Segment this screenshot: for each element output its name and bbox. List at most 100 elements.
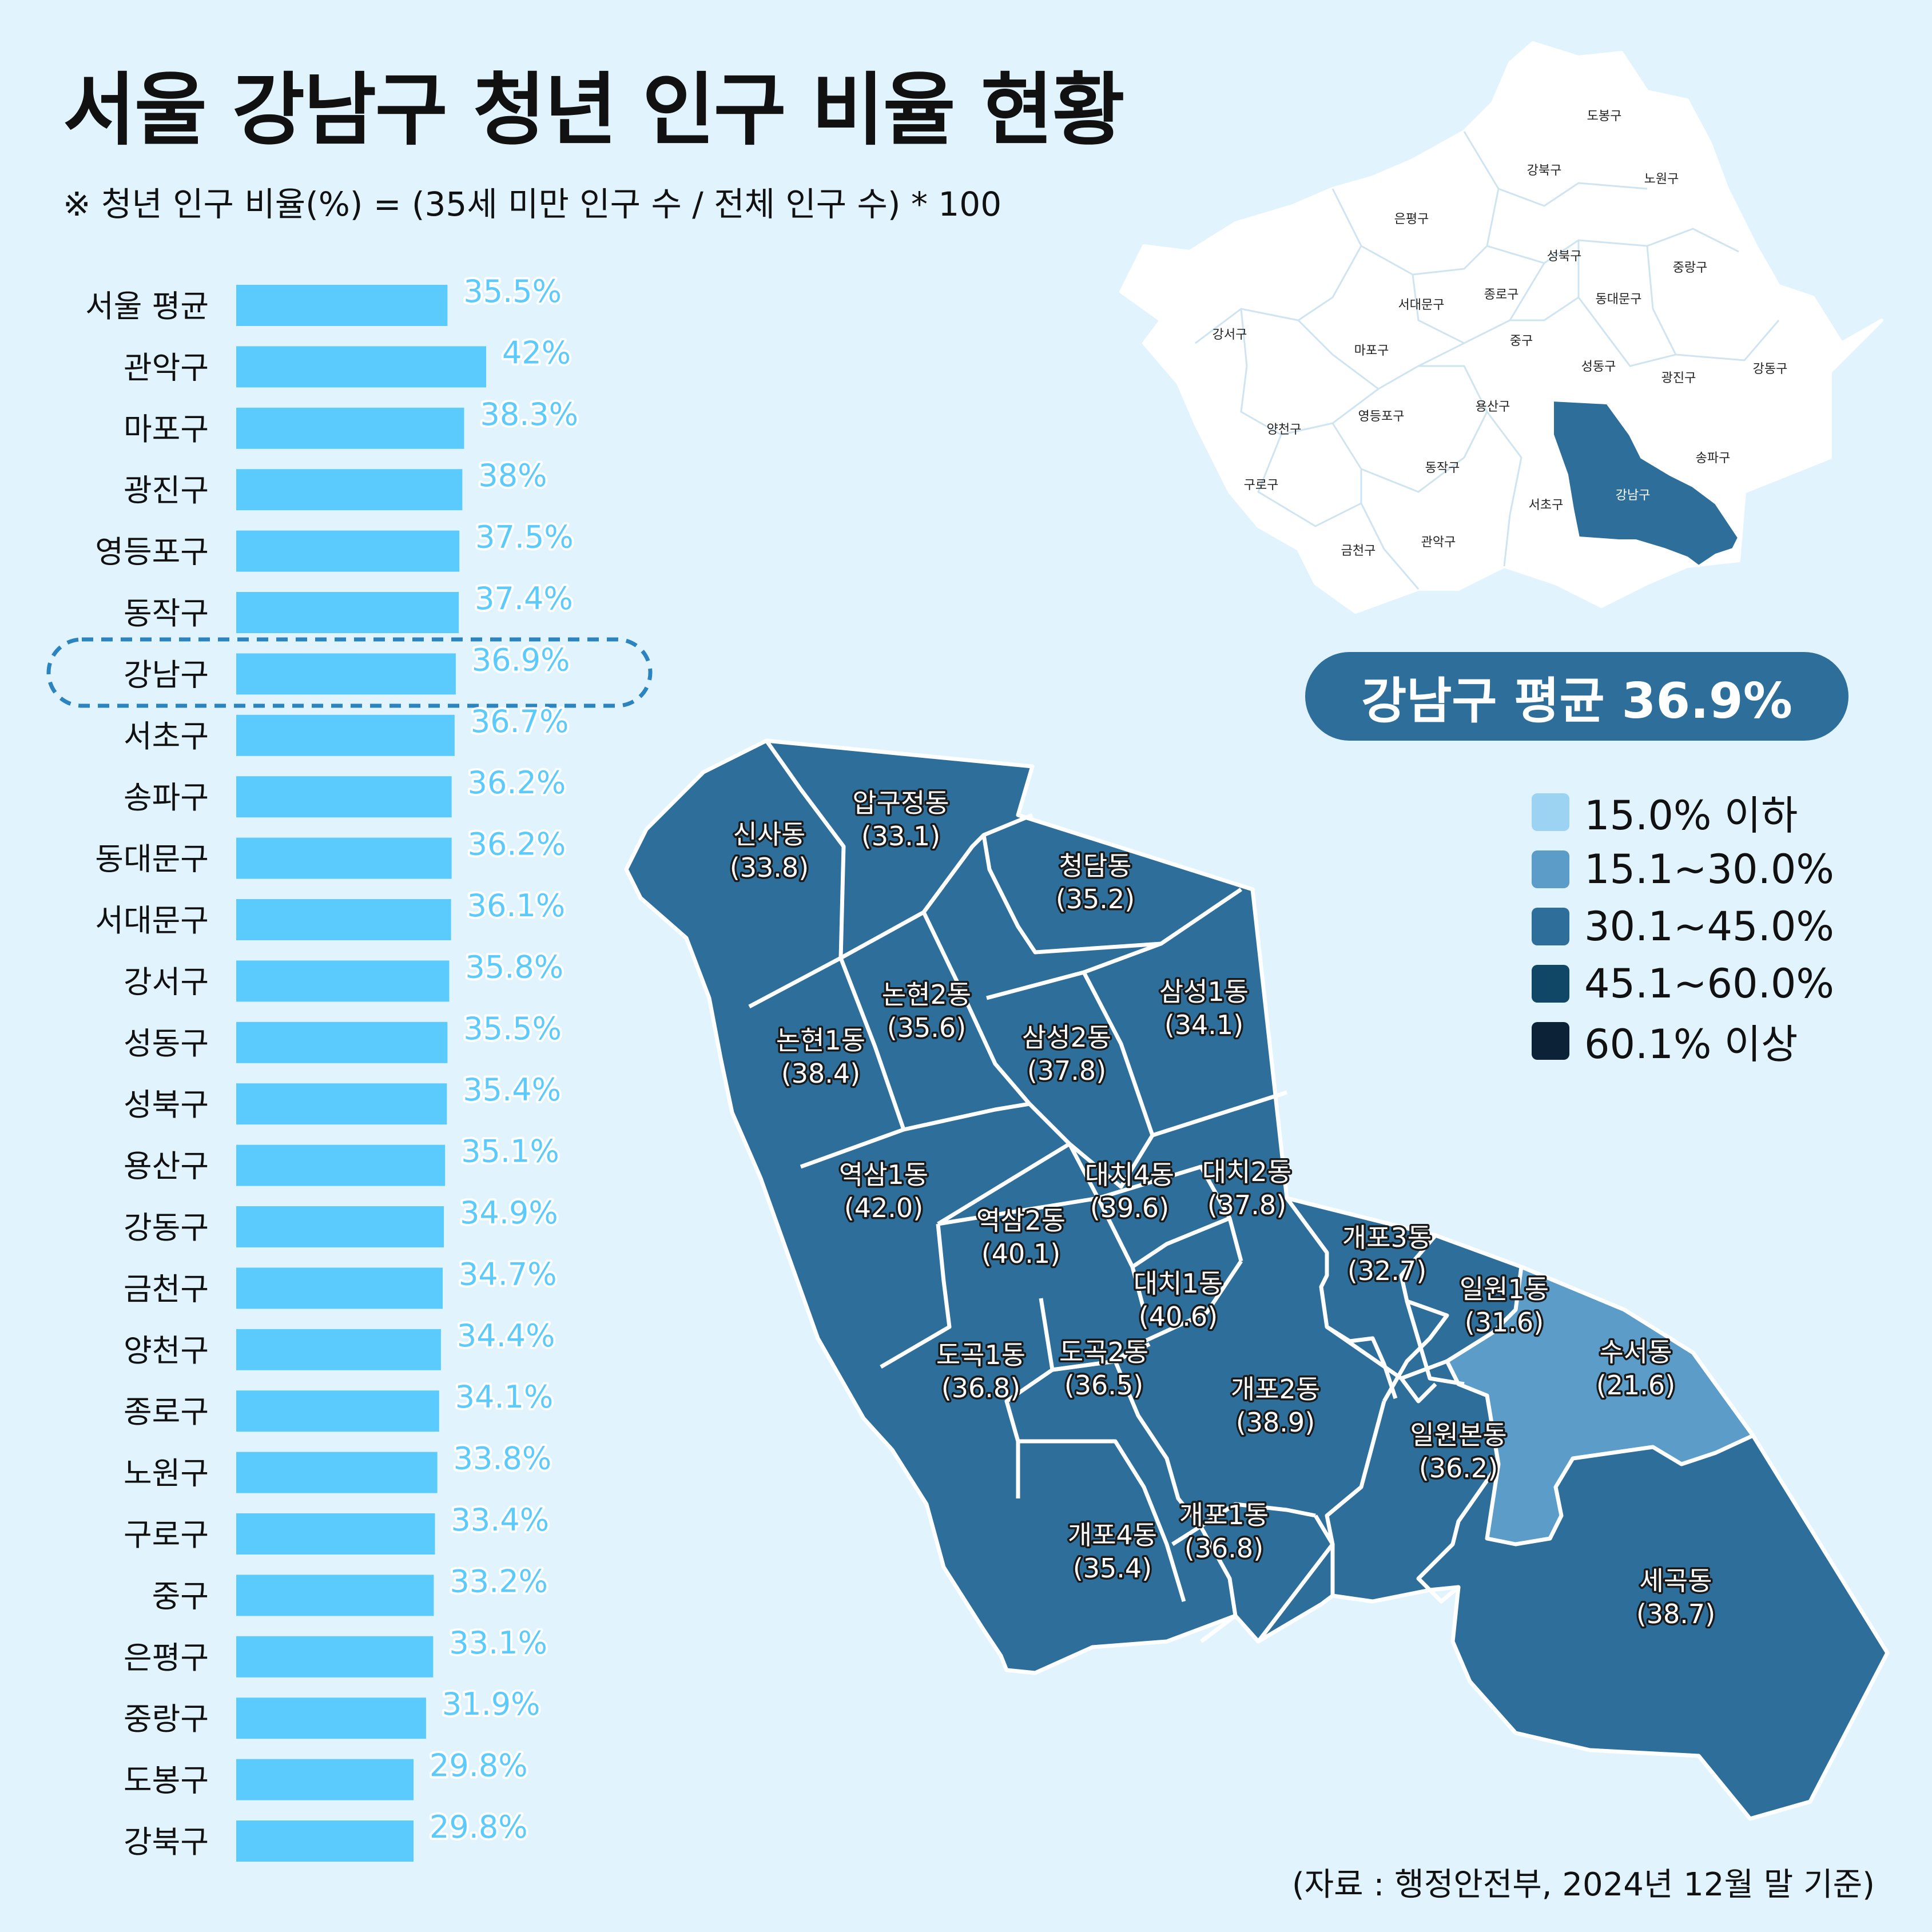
dong-value-label: (38.7): [1636, 1599, 1715, 1629]
dong-value-label: (21.6): [1596, 1370, 1675, 1401]
seoul-label-mapo: 마포구: [1354, 344, 1389, 358]
bar: [236, 1759, 414, 1800]
bar: [236, 407, 464, 449]
bar-category-label: 동대문구: [95, 841, 209, 877]
seoul-label-gangbuk: 강북구: [1527, 164, 1562, 178]
bar: [236, 1144, 446, 1186]
bar: [236, 1452, 438, 1493]
bar-category-label: 구로구: [124, 1517, 209, 1553]
dong-value-label: (36.2): [1419, 1453, 1498, 1484]
bar-category-label: 성북구: [124, 1087, 209, 1123]
bar: [236, 469, 463, 511]
dong-name-label: 개포1동: [1179, 1500, 1269, 1531]
dong-name-label: 역삼2동: [976, 1205, 1066, 1236]
bar-category-label: 동작구: [124, 595, 209, 631]
dong-name-label: 논현2동: [882, 979, 971, 1010]
seoul-label-yeongdeungpo: 영등포구: [1358, 410, 1405, 424]
dong-value-label: (40.6): [1139, 1301, 1218, 1332]
legend-label: 15.0% 이하: [1584, 792, 1798, 839]
bar-value-label: 38.3%: [480, 396, 579, 432]
bar: [236, 1083, 447, 1125]
bar: [236, 530, 460, 572]
bar: [236, 1267, 443, 1309]
legend-label: 60.1% 이상: [1584, 1020, 1798, 1068]
bar-category-label: 강서구: [124, 964, 209, 1000]
bar-category-label: 도봉구: [124, 1763, 209, 1799]
bar-value-label: 36.9%: [472, 642, 570, 678]
legend-item: 15.0% 이하: [1532, 784, 1834, 841]
seoul-map: 도봉구 강북구 노원구 은평구 성북구 중랑구 종로구 서대문구 동대문구 강서…: [1119, 41, 1883, 614]
dong-value-label: (36.8): [1184, 1533, 1263, 1564]
seoul-label-geumcheon: 금천구: [1341, 544, 1376, 558]
bar-category-label: 마포구: [124, 411, 209, 447]
dong-value-label: (32.7): [1347, 1255, 1426, 1286]
bar: [236, 592, 459, 633]
dong-value-label: (35.6): [887, 1012, 966, 1043]
suseo-dong-region: [1445, 1265, 1755, 1547]
dong-value-label: (38.4): [781, 1058, 860, 1089]
bar: [236, 1513, 435, 1555]
bar-category-label: 영등포구: [95, 534, 209, 570]
bar: [236, 1698, 426, 1739]
bar: [236, 1820, 414, 1862]
seoul-label-jung: 중구: [1510, 334, 1533, 348]
legend-swatch: [1532, 908, 1569, 945]
legend-label: 15.1~30.0%: [1584, 846, 1834, 893]
legend-item: 45.1~60.0%: [1532, 955, 1834, 1012]
bar-category-label: 용산구: [124, 1148, 209, 1184]
bar-category-label: 서대문구: [95, 903, 209, 939]
seoul-label-eunpyeong: 은평구: [1394, 212, 1429, 226]
bar-value-label: 33.8%: [454, 1441, 552, 1477]
dong-name-label: 삼성2동: [1022, 1022, 1111, 1053]
seoul-label-gangdong: 강동구: [1753, 362, 1788, 376]
bar-value-label: 37.5%: [475, 519, 574, 555]
map-legend: 15.0% 이하 15.1~30.0% 30.1~45.0% 45.1~60.0…: [1532, 784, 1834, 1070]
bar: [236, 960, 450, 1002]
dong-name-label: 도곡2동: [1059, 1337, 1148, 1367]
dong-name-label: 일원1동: [1460, 1274, 1549, 1305]
dong-name-label: 개포3동: [1342, 1222, 1432, 1253]
bar-value-label: 35.4%: [463, 1072, 561, 1108]
seoul-label-yangcheon: 양천구: [1267, 423, 1302, 437]
bar-value-label: 34.4%: [457, 1318, 555, 1354]
dong-value-label: (35.2): [1056, 884, 1135, 915]
bar-value-label: 34.1%: [455, 1379, 554, 1415]
dong-value-label: (33.8): [730, 852, 809, 883]
gangnam-average-badge: 강남구 평균 36.9%: [1305, 652, 1848, 741]
legend-item: 15.1~30.0%: [1532, 841, 1834, 898]
dong-name-label: 대치4동: [1085, 1159, 1174, 1190]
bar: [236, 714, 455, 756]
bar-value-label: 36.1%: [467, 888, 566, 924]
dong-value-label: (39.6): [1090, 1192, 1169, 1223]
dong-name-label: 개포2동: [1231, 1374, 1320, 1405]
dong-value-label: (36.5): [1064, 1370, 1143, 1401]
bar-category-label: 강남구: [124, 657, 209, 693]
dong-value-label: (40.1): [981, 1238, 1060, 1269]
legend-swatch: [1532, 1022, 1569, 1060]
seoul-label-jungnang: 중랑구: [1673, 261, 1708, 275]
bar-value-label: 37.4%: [475, 581, 573, 617]
dong-value-label: (37.8): [1207, 1190, 1286, 1221]
dong-name-label: 세곡동: [1640, 1565, 1712, 1596]
seoul-label-dongjak: 동작구: [1425, 461, 1460, 475]
bar-category-label: 종로구: [124, 1394, 209, 1430]
bar-chart: 서울 평균 35.5% 관악구 42% 마포구 38.3% 광진구 38% 영등포구 37.5% 동…: [46, 271, 653, 1862]
legend-swatch: [1532, 850, 1569, 888]
legend-item: 30.1~45.0%: [1532, 898, 1834, 955]
bar-category-label: 강북구: [124, 1824, 209, 1860]
seoul-label-dongdaemun: 동대문구: [1596, 292, 1642, 307]
bar-value-label: 34.7%: [459, 1256, 557, 1292]
seoul-label-seocho: 서초구: [1529, 498, 1564, 512]
seoul-label-seongbuk: 성북구: [1547, 249, 1582, 264]
bar: [236, 346, 486, 388]
bar-category-label: 서초구: [124, 718, 209, 754]
legend-swatch: [1532, 793, 1569, 831]
seoul-label-seongdong: 성동구: [1581, 360, 1616, 374]
seoul-label-jongno: 종로구: [1484, 288, 1519, 302]
bar-category-label: 관악구: [124, 349, 209, 385]
bar-value-label: 42%: [502, 335, 571, 371]
seoul-label-dobong: 도봉구: [1587, 109, 1622, 124]
bar-category-label: 노원구: [124, 1456, 209, 1492]
bar-value-label: 29.8%: [430, 1748, 528, 1784]
dong-value-label: (42.0): [844, 1192, 923, 1223]
